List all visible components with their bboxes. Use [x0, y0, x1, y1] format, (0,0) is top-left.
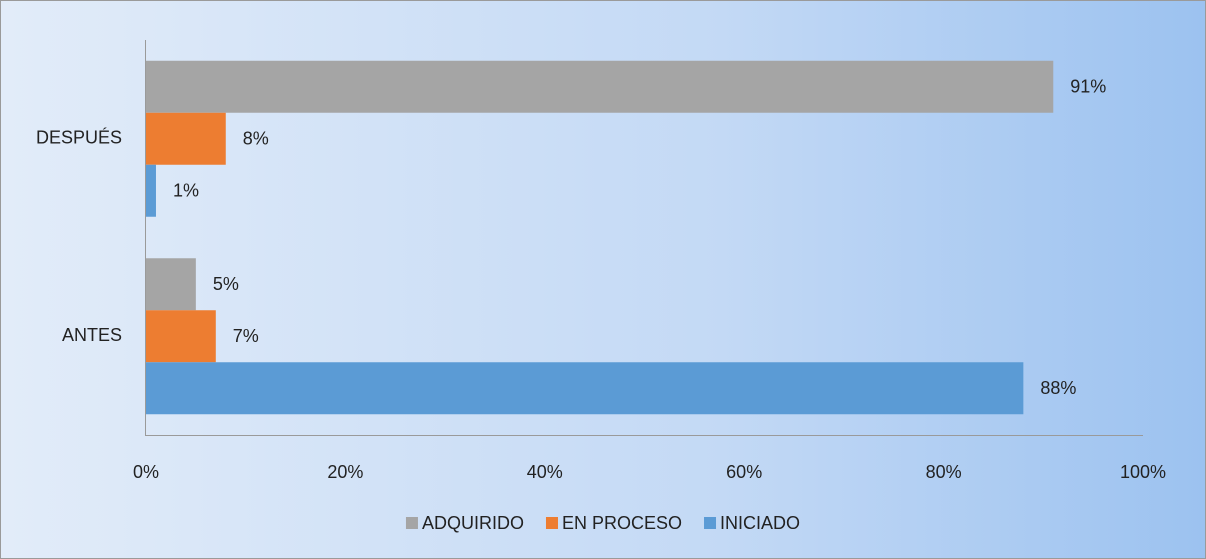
data-label: 1% [173, 181, 199, 201]
bar [146, 164, 156, 217]
legend-label: EN PROCESO [562, 513, 682, 533]
x-tick-label: 20% [327, 462, 363, 482]
bar [146, 60, 1054, 113]
legend-swatch [545, 517, 558, 529]
legend: ADQUIRIDO EN PROCESO INICIADO [405, 513, 800, 533]
x-tick-label: 60% [726, 462, 762, 482]
bar [146, 310, 216, 363]
y-tick-label: DESPUÉS [36, 128, 122, 148]
data-label: 5% [213, 274, 239, 294]
bar [146, 362, 1024, 415]
x-tick-label: 0% [133, 462, 159, 482]
bar [146, 112, 226, 165]
data-label: 88% [1040, 378, 1076, 398]
y-tick-label: ANTES [62, 325, 122, 345]
bar [146, 258, 196, 311]
data-label: 8% [243, 129, 269, 149]
legend-label: ADQUIRIDO [422, 513, 524, 533]
x-tick-label: 100% [1120, 462, 1166, 482]
x-tick-label: 40% [527, 462, 563, 482]
data-label: 91% [1070, 77, 1106, 97]
data-label: 7% [233, 326, 259, 346]
legend-swatch [405, 517, 418, 529]
legend-label: INICIADO [720, 513, 800, 533]
x-tick-label: 80% [926, 462, 962, 482]
legend-swatch [704, 517, 717, 529]
